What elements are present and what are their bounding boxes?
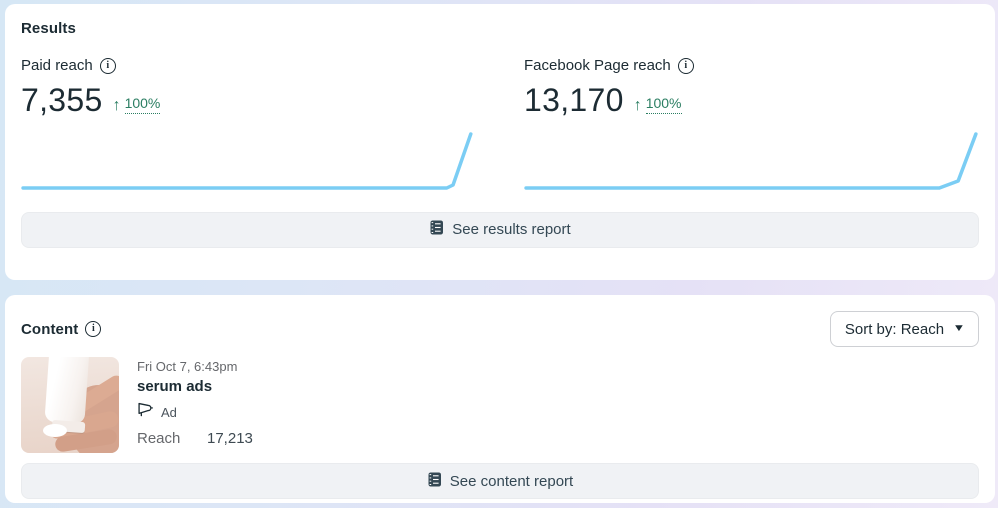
post-list-item[interactable]: Fri Oct 7, 6:43pm serum ads Ad Reach 17,… (21, 357, 979, 453)
post-stat-label: Reach (137, 430, 181, 447)
line-chart (21, 131, 473, 190)
line-chart (524, 131, 978, 190)
see-content-report-label: See content report (449, 472, 574, 490)
results-title: Results (21, 20, 76, 37)
post-title: serum ads (137, 378, 213, 395)
see-results-report-button[interactable]: See results report (21, 211, 979, 248)
sort-by-dropdown[interactable]: Sort by: Reach ▼ (829, 311, 979, 347)
trend-percent: 100% (124, 95, 161, 114)
post-stat-value: 17,213 (207, 430, 253, 447)
post-type-label: Ad (161, 404, 177, 420)
paid-reach-chart (21, 130, 476, 194)
trend-badge[interactable]: ↑ 100% (633, 95, 682, 117)
see-results-report-label: See results report (452, 221, 571, 239)
info-icon[interactable]: i (85, 321, 102, 337)
metrics-grid: Paid reach i 7,355 ↑ 100% Facebook Page … (21, 57, 979, 194)
trend-up-icon: ↑ (633, 96, 642, 114)
facebook-page-reach-chart (524, 130, 979, 194)
post-thumbnail[interactable] (21, 357, 119, 453)
content-card: Content i Sort by: Reach ▼ Fri Oct 7, 6:… (5, 295, 995, 503)
thumbnail-tube-art (44, 357, 90, 425)
card-gap (0, 280, 998, 295)
report-icon (427, 472, 442, 491)
content-title: Content (21, 320, 79, 338)
metric-value: 13,170 (524, 82, 624, 118)
megaphone-icon (137, 402, 154, 422)
info-icon[interactable]: i (99, 57, 116, 74)
results-card: Results Paid reach i 7,355 ↑ 100% (5, 4, 995, 280)
post-timestamp: Fri Oct 7, 6:43pm (137, 359, 238, 374)
trend-up-icon: ↑ (112, 96, 121, 114)
chevron-down-icon: ▼ (952, 323, 966, 334)
metric-label: Paid reach (21, 57, 93, 74)
metric-value: 7,355 (21, 82, 103, 118)
trend-badge[interactable]: ↑ 100% (112, 95, 161, 117)
info-icon[interactable]: i (677, 57, 694, 74)
see-content-report-button[interactable]: See content report (21, 463, 979, 499)
metric-facebook-page-reach: Facebook Page reach i 13,170 ↑ 100% (524, 57, 979, 194)
sort-by-label: Sort by: Reach (844, 320, 945, 338)
metric-paid-reach: Paid reach i 7,355 ↑ 100% (21, 57, 476, 194)
metric-label: Facebook Page reach (524, 57, 671, 74)
report-icon (429, 220, 444, 239)
trend-percent: 100% (645, 95, 682, 114)
